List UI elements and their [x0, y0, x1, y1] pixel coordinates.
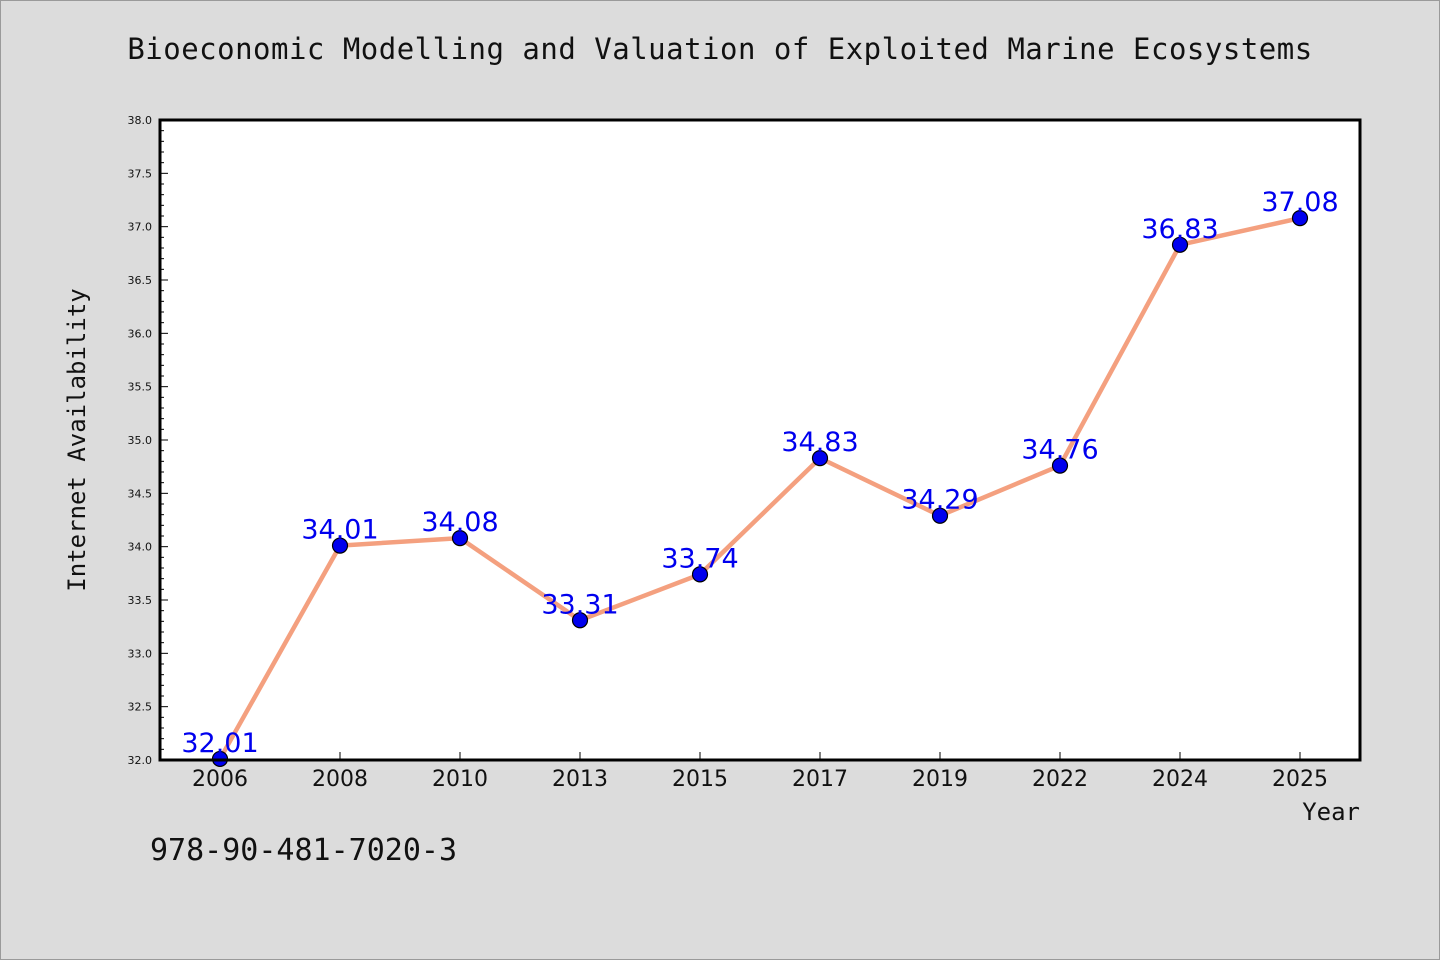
data-label: 33.31: [541, 589, 618, 620]
y-tick-label: 33.0: [128, 647, 153, 660]
data-point: [331, 537, 349, 554]
isbn-text: 978-90-481-7020-3: [150, 833, 458, 868]
x-tick-label: 2008: [312, 767, 368, 792]
data-label: 34.29: [901, 485, 978, 516]
y-tick-label: 32.0: [128, 754, 153, 767]
series-line: [218, 215, 1301, 761]
x-tick-label: 2017: [792, 767, 848, 792]
x-tick-label: 2025: [1272, 767, 1328, 792]
y-tick-label: 36.5: [128, 274, 153, 287]
x-tick-label: 2010: [432, 767, 488, 792]
y-tick-label: 36.0: [128, 327, 153, 340]
x-tick-label: 2015: [672, 767, 728, 792]
data-label: 34.83: [781, 427, 858, 458]
y-tick-label: 37.5: [128, 167, 153, 180]
data-point: [1291, 210, 1309, 227]
y-axis-title: Internet Availability: [63, 288, 91, 591]
y-tick-label: 33.5: [128, 594, 153, 607]
x-tick-label: 2024: [1152, 767, 1208, 792]
x-axis-title: Year: [1302, 798, 1360, 826]
x-tick-label: 2019: [912, 767, 968, 792]
data-label: 34.08: [421, 507, 498, 538]
data-point: [1171, 236, 1189, 253]
plot-border: [158, 118, 1362, 762]
data-point: [1051, 457, 1069, 474]
data-label: 37.08: [1261, 187, 1338, 218]
y-tick-label: 38.0: [128, 114, 153, 127]
y-tick-label: 35.0: [128, 434, 153, 447]
data-point: [451, 530, 469, 547]
x-tick-label: 2013: [552, 767, 608, 792]
y-tick-label: 34.5: [128, 487, 153, 500]
x-tick-label: 2006: [192, 767, 248, 792]
data-label: 34.01: [301, 515, 378, 546]
y-tick-label: 34.0: [128, 541, 153, 554]
y-tick-label: 37.0: [128, 221, 153, 234]
data-label: 34.76: [1021, 435, 1098, 466]
x-tick-label: 2022: [1032, 767, 1088, 792]
data-point: [931, 507, 949, 524]
chart-title: Bioeconomic Modelling and Valuation of E…: [127, 32, 1313, 66]
y-tick-label: 35.5: [128, 381, 153, 394]
plot-area: [160, 120, 1360, 760]
data-point: [571, 612, 589, 629]
data-label: 36.83: [1141, 214, 1218, 245]
data-label: 32.01: [181, 728, 258, 759]
data-point: [691, 566, 709, 583]
y-tick-label: 32.5: [128, 701, 153, 714]
data-label: 33.74: [661, 543, 738, 574]
data-point: [811, 450, 829, 467]
